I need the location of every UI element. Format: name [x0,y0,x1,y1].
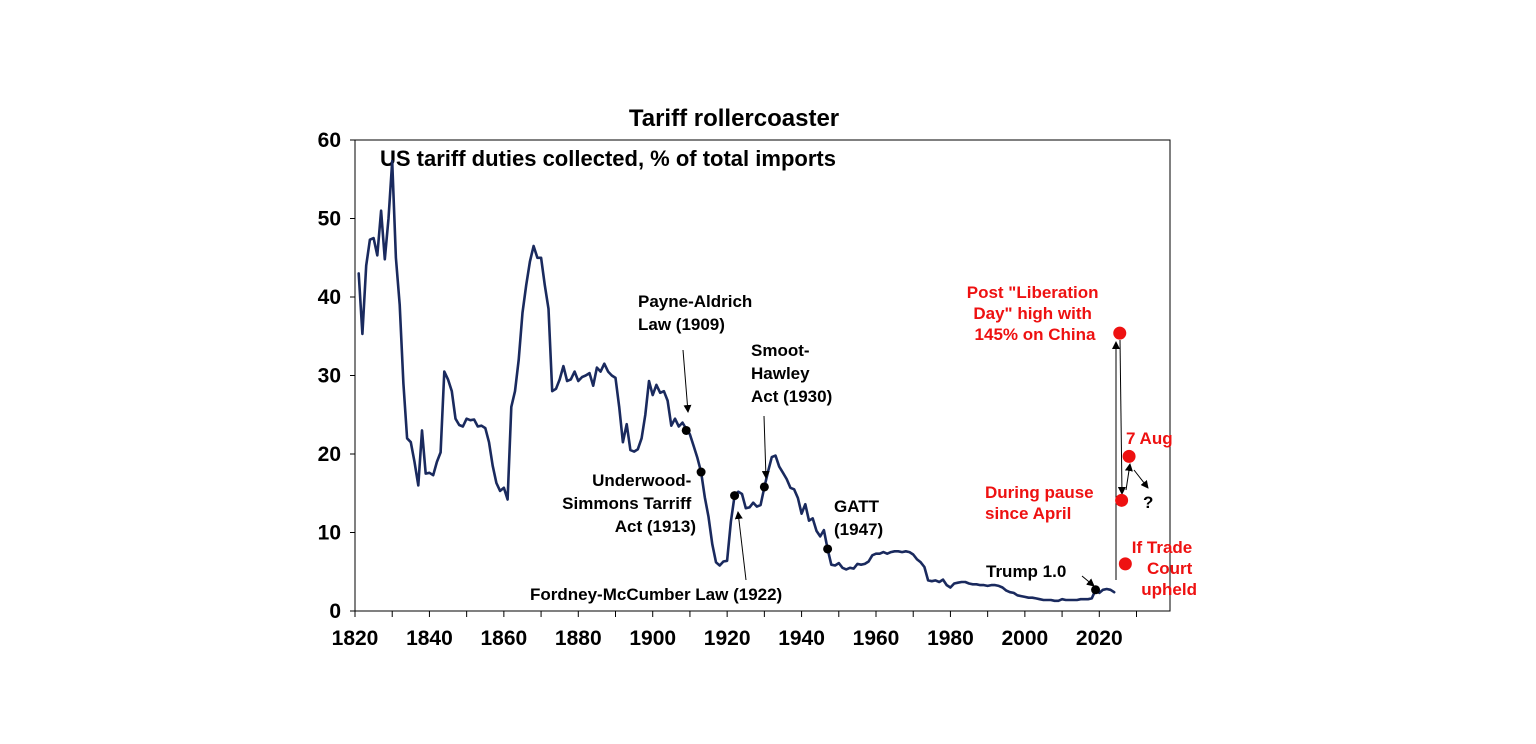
y-tick-label: 10 [318,522,341,545]
x-tick-label: 1880 [555,627,602,650]
annotation-during-pause: During pause since April [985,483,1098,523]
tariff-series-line [357,159,1116,603]
event-marker [696,467,706,477]
event-marker [730,491,740,501]
annotation-smoot-hawley: Smoot- Hawley Act (1930) [751,341,832,406]
event-markers [681,425,1101,595]
payne-aldrich-arrow [682,349,692,413]
annotation-7-aug: 7 Aug [1126,429,1173,448]
x-tick-label: 1900 [629,627,676,650]
annotation-payne-aldrich: Payne-Aldrich Law (1909) [638,292,757,334]
annotation-arrows [682,339,1149,587]
scenario-marker [1115,493,1129,507]
y-tick-label: 60 [318,129,341,152]
x-tick-label: 1960 [853,627,900,650]
trump-arrow [1081,575,1095,587]
annotation-liberation-day: Post "Liberation Day" high with 145% on … [967,283,1104,344]
x-tick-label: 1860 [480,627,527,650]
annotation-question: ? [1143,493,1153,512]
y-tick-label: 30 [318,365,341,388]
x-tick-label: 1920 [704,627,751,650]
annotations: Payne-Aldrich Law (1909) Smoot- Hawley A… [530,283,1197,604]
chart-title: Tariff rollercoaster [629,105,839,132]
y-tick-label: 20 [318,443,341,466]
annotation-fordney-mccumber: Fordney-McCumber Law (1922) [530,585,782,604]
y-tick-label: 0 [329,600,341,623]
fordney-arrow [734,511,747,581]
event-marker [681,425,691,435]
chart-subtitle: US tariff duties collected, % of total i… [380,146,836,171]
y-tick-label: 40 [318,286,341,309]
annotation-underwood-simmons: Underwood- Simmons Tarriff Act (1913) [562,471,696,536]
event-marker [759,482,769,492]
down-to-pause-arrow [1117,339,1126,495]
x-tick-label: 1840 [406,627,453,650]
x-tick-label: 1980 [927,627,974,650]
scenario-marker [1113,326,1127,340]
x-tick-label: 1820 [332,627,379,650]
event-marker [823,544,833,554]
x-tick-label: 1940 [778,627,825,650]
x-tick-label: 2000 [1002,627,1049,650]
to-question-arrow [1133,469,1149,489]
event-marker [1091,585,1101,595]
annotation-trade-court: If Trade Court upheld [1132,538,1197,599]
y-axis: 0 10 20 30 40 50 60 [318,129,355,623]
scenario-marker [1118,557,1132,571]
x-tick-label: 2020 [1076,627,1123,650]
annotation-trump: Trump 1.0 [986,562,1066,581]
scenario-marker [1122,449,1136,463]
y-tick-label: 50 [318,208,341,231]
annotation-gatt: GATT (1947) [834,497,884,539]
smoot-hawley-arrow [761,415,770,479]
x-axis: 1820 1840 1860 1880 1900 1920 1940 1960 1980 2000… [332,611,1138,650]
scenario-markers [1113,326,1136,571]
up-to-7aug-arrow [1124,463,1133,491]
